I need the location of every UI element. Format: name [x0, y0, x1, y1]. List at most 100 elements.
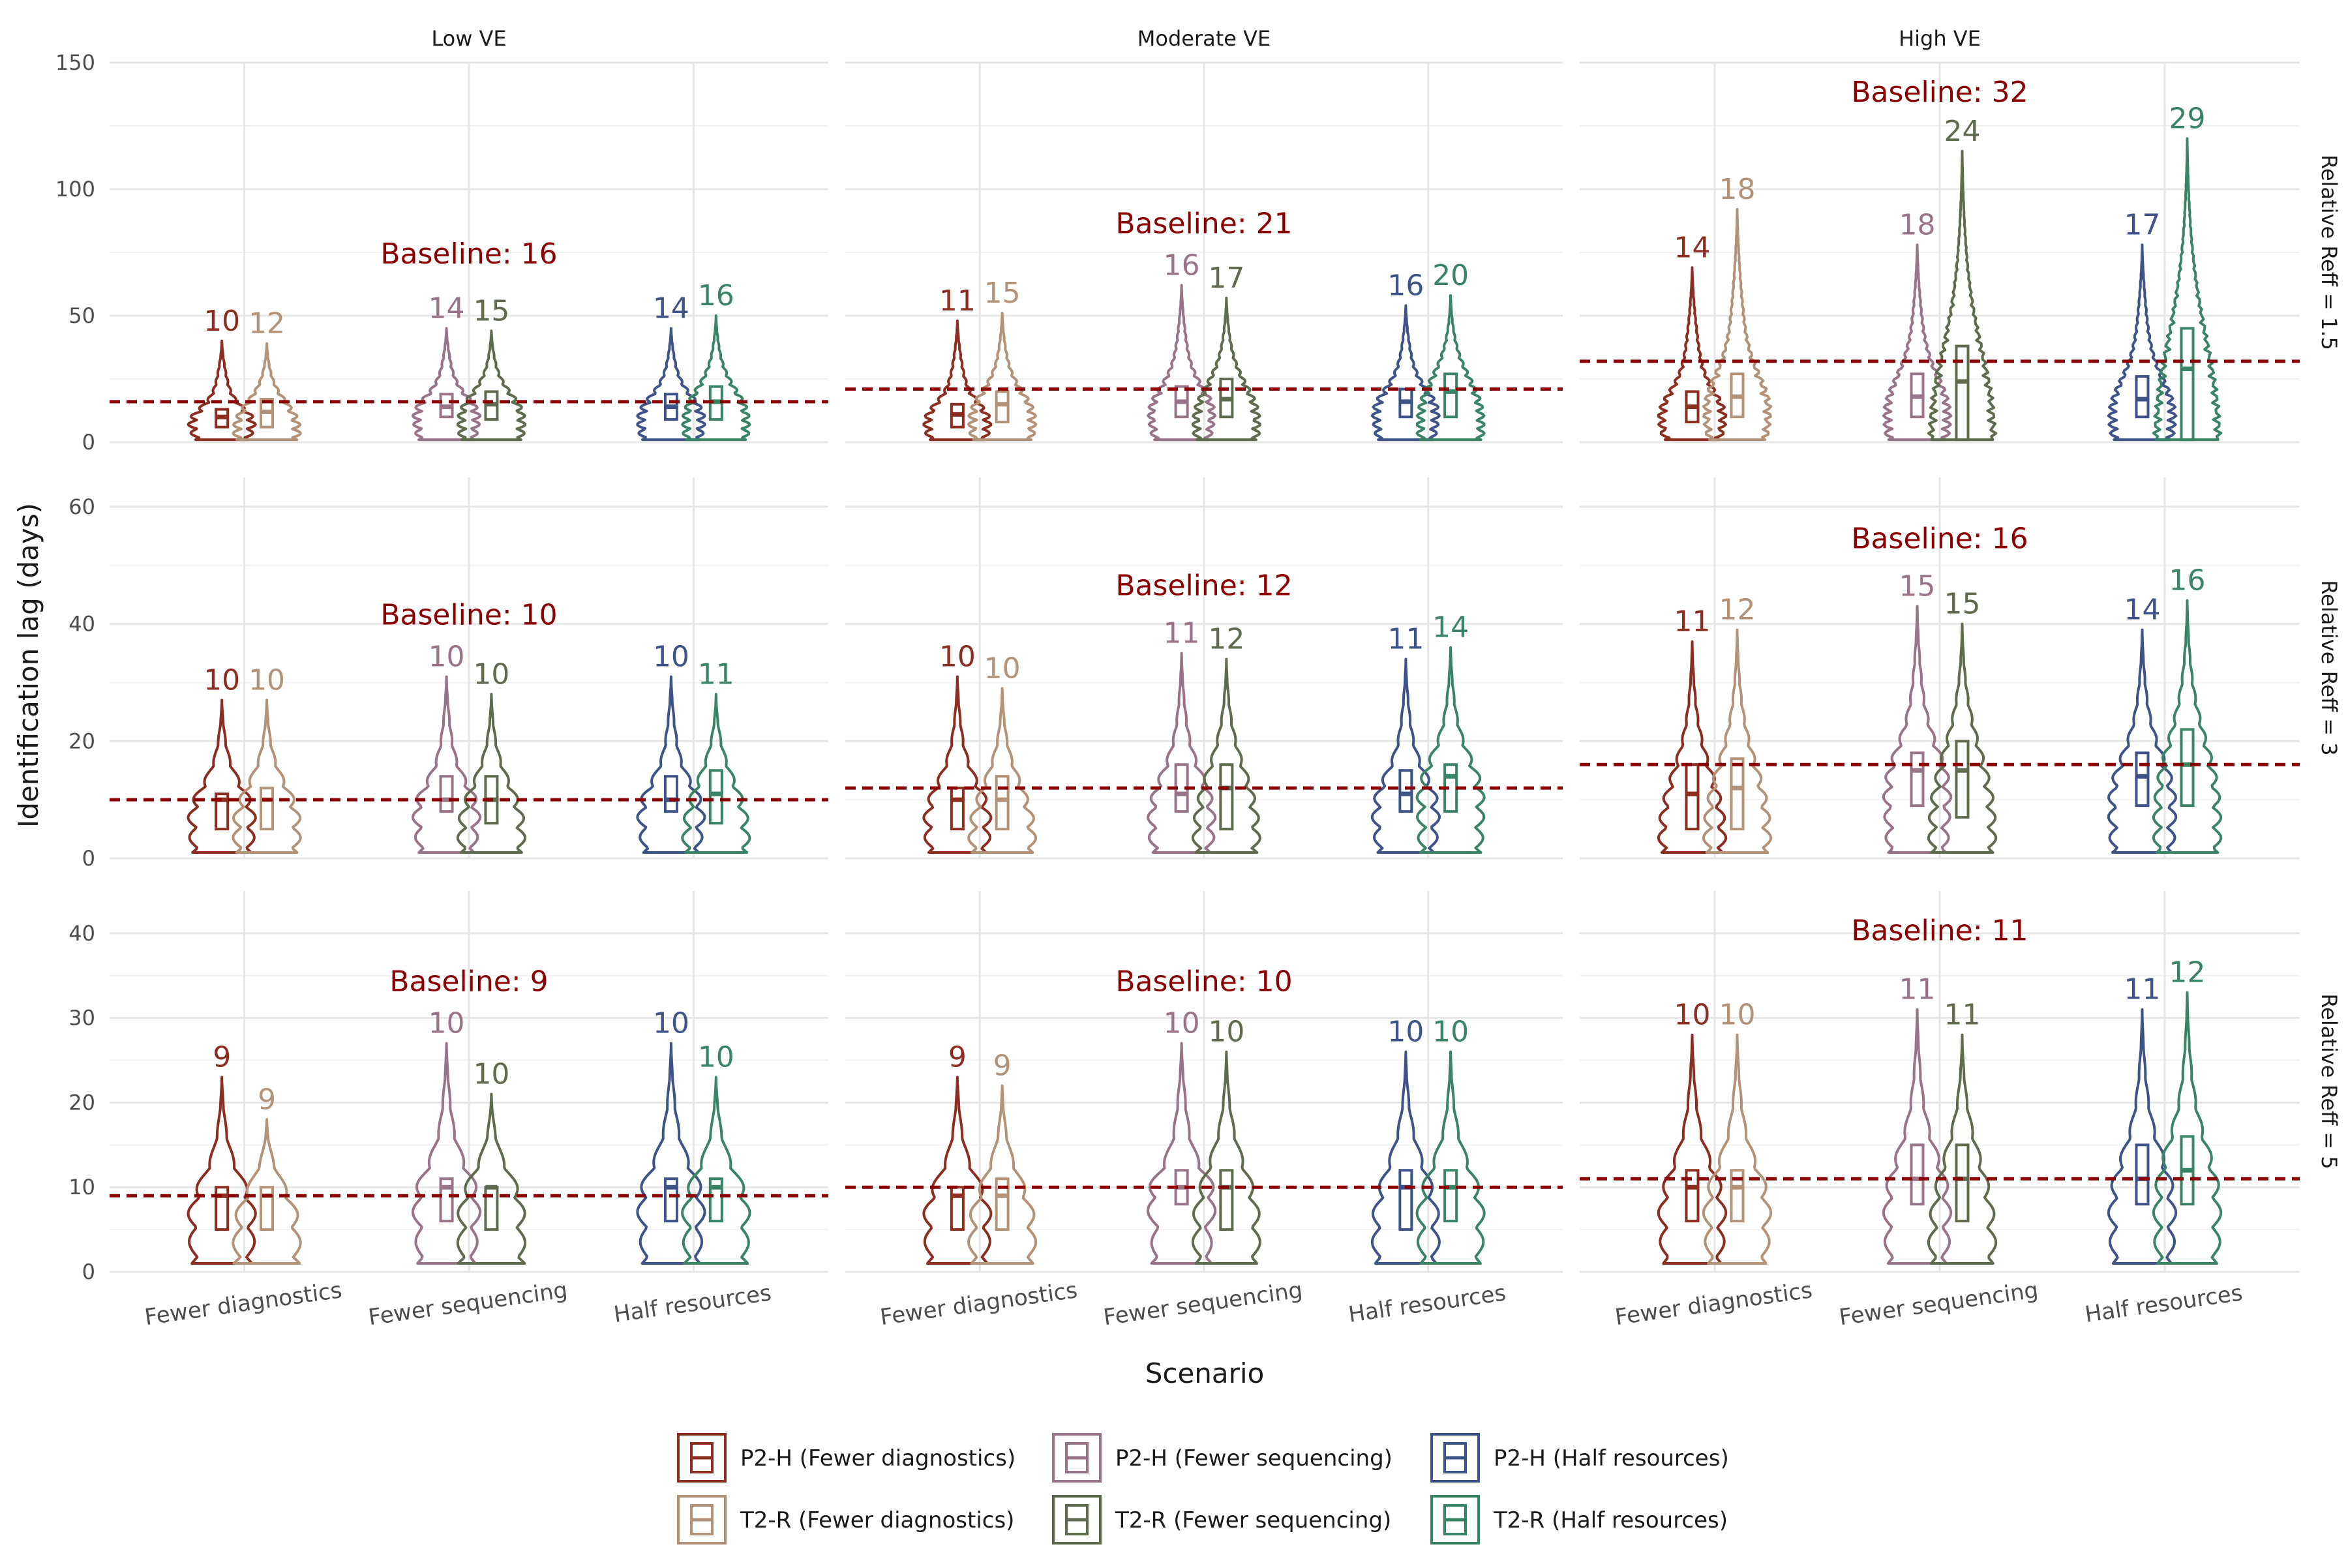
violin-shape	[1415, 1050, 1486, 1265]
median-data-label: 10	[473, 1057, 509, 1091]
x-tick-label: Half resources	[1347, 1280, 1508, 1327]
violin-shape	[1191, 657, 1261, 854]
median-data-label: 11	[1899, 973, 1936, 1006]
violin-shape	[1415, 294, 1486, 442]
legend-item: T2-R (Half resources)	[1430, 1495, 1728, 1545]
y-tick-label: 50	[68, 303, 95, 328]
y-tick-label: 60	[68, 494, 95, 519]
y-tick-label: 10	[68, 1175, 95, 1199]
boxplot-box	[1219, 1169, 1234, 1231]
median-data-label: 16	[1387, 269, 1424, 302]
violin-shape	[636, 1042, 706, 1265]
median-data-label: 10	[1208, 1016, 1244, 1049]
boxplot-box	[439, 775, 454, 813]
x-tick-label: Half resources	[612, 1280, 774, 1327]
median-data-label: 20	[1432, 259, 1469, 292]
baseline-label: Baseline: 12	[1115, 569, 1292, 603]
violin-shape	[1415, 646, 1486, 854]
median-data-label: 10	[1432, 1016, 1469, 1049]
baseline-label: Baseline: 21	[1115, 207, 1292, 240]
boxplot-box	[2135, 1143, 2150, 1206]
violin-shape	[2107, 243, 2178, 442]
violin-shape	[456, 329, 527, 442]
median-data-label: 15	[1899, 570, 1936, 603]
violin-shape	[1882, 243, 1953, 442]
median-data-label: 11	[939, 284, 976, 318]
facet-column-title: High VE	[1899, 26, 1981, 51]
median-data-label: 18	[1899, 208, 1936, 241]
y-tick-label: 0	[82, 430, 95, 455]
violin-shape	[967, 1084, 1038, 1265]
violin-shape	[187, 1076, 257, 1265]
boxplot-box	[1219, 763, 1234, 831]
facet-row-title: Relative Reff = 1.5	[2317, 155, 2341, 350]
median-data-label: 10	[203, 663, 240, 697]
baseline-label: Baseline: 9	[389, 965, 548, 999]
boxplot-box	[2180, 728, 2195, 807]
median-data-label: 14	[429, 292, 465, 325]
violin-shape	[922, 1076, 993, 1265]
violin-shape	[1191, 1050, 1261, 1265]
median-data-label: 10	[653, 1007, 689, 1040]
median-data-label: 14	[1432, 611, 1469, 644]
baseline-label: Baseline: 10	[1115, 965, 1292, 999]
y-tick-label: 30	[68, 1006, 95, 1031]
boxplot-box	[1443, 1169, 1458, 1223]
y-tick-label: 40	[68, 612, 95, 637]
median-data-label: 9	[948, 1041, 967, 1074]
violin-shape	[411, 327, 482, 442]
violin-shape	[1882, 1008, 1953, 1265]
facet-row-title: Relative Reff = 3	[2317, 580, 2341, 755]
boxplot-box	[260, 787, 275, 831]
violin-shape	[1927, 149, 1998, 442]
violin-shape	[1191, 296, 1261, 442]
violin-shape	[1702, 628, 1773, 854]
boxplot-box	[1398, 1169, 1413, 1231]
legend-label: T2-R (Half resources)	[1493, 1507, 1728, 1533]
y-tick-label: 150	[55, 50, 95, 75]
median-data-label: 11	[1164, 617, 1200, 650]
median-data-label: 14	[2124, 594, 2161, 627]
violin-shape	[1370, 304, 1441, 442]
violin-shape	[411, 1042, 482, 1265]
y-tick-label: 0	[82, 846, 95, 871]
legend-item: P2-H (Fewer sequencing)	[1052, 1433, 1392, 1483]
median-data-label: 10	[1387, 1016, 1424, 1049]
x-tick-label: Fewer diagnostics	[143, 1277, 343, 1331]
median-data-label: 15	[473, 294, 509, 327]
median-data-label: 10	[248, 663, 285, 697]
legend-label: P2-H (Half resources)	[1494, 1445, 1729, 1471]
boxplot-box	[1910, 751, 1925, 807]
legend-label: T2-R (Fewer diagnostics)	[740, 1507, 1014, 1533]
boxplot-box	[2180, 327, 2195, 442]
median-data-label: 10	[429, 1007, 465, 1040]
median-data-label: 15	[984, 277, 1021, 310]
median-data-label: 24	[1944, 115, 1981, 148]
violin-shape	[1702, 1033, 1773, 1265]
boxplot-box	[2135, 375, 2150, 419]
legend-item: P2-H (Fewer diagnostics)	[677, 1433, 1016, 1483]
median-data-label: 9	[993, 1049, 1012, 1082]
median-data-label: 10	[939, 640, 976, 673]
legend-label: P2-H (Fewer sequencing)	[1115, 1445, 1392, 1471]
boxplot-box	[1443, 372, 1458, 419]
legend: P2-H (Fewer diagnostics) P2-H (Fewer sequ…	[677, 1433, 1729, 1545]
median-data-label: 11	[698, 657, 734, 691]
violin-shape	[1657, 266, 1728, 442]
legend-item: T2-R (Fewer sequencing)	[1052, 1495, 1391, 1545]
median-data-label: 10	[429, 640, 465, 673]
median-data-label: 10	[698, 1041, 734, 1074]
median-data-label: 10	[984, 652, 1021, 685]
y-tick-label: 20	[68, 729, 95, 753]
boxplot-box	[950, 787, 965, 831]
median-data-label: 10	[203, 305, 240, 338]
facet-row-title: Relative Reff = 5	[2317, 993, 2341, 1169]
violin-shape	[2107, 1008, 2178, 1265]
median-data-label: 10	[1719, 999, 1756, 1032]
boxplot-box	[2135, 751, 2150, 807]
median-data-label: 17	[1208, 262, 1244, 295]
